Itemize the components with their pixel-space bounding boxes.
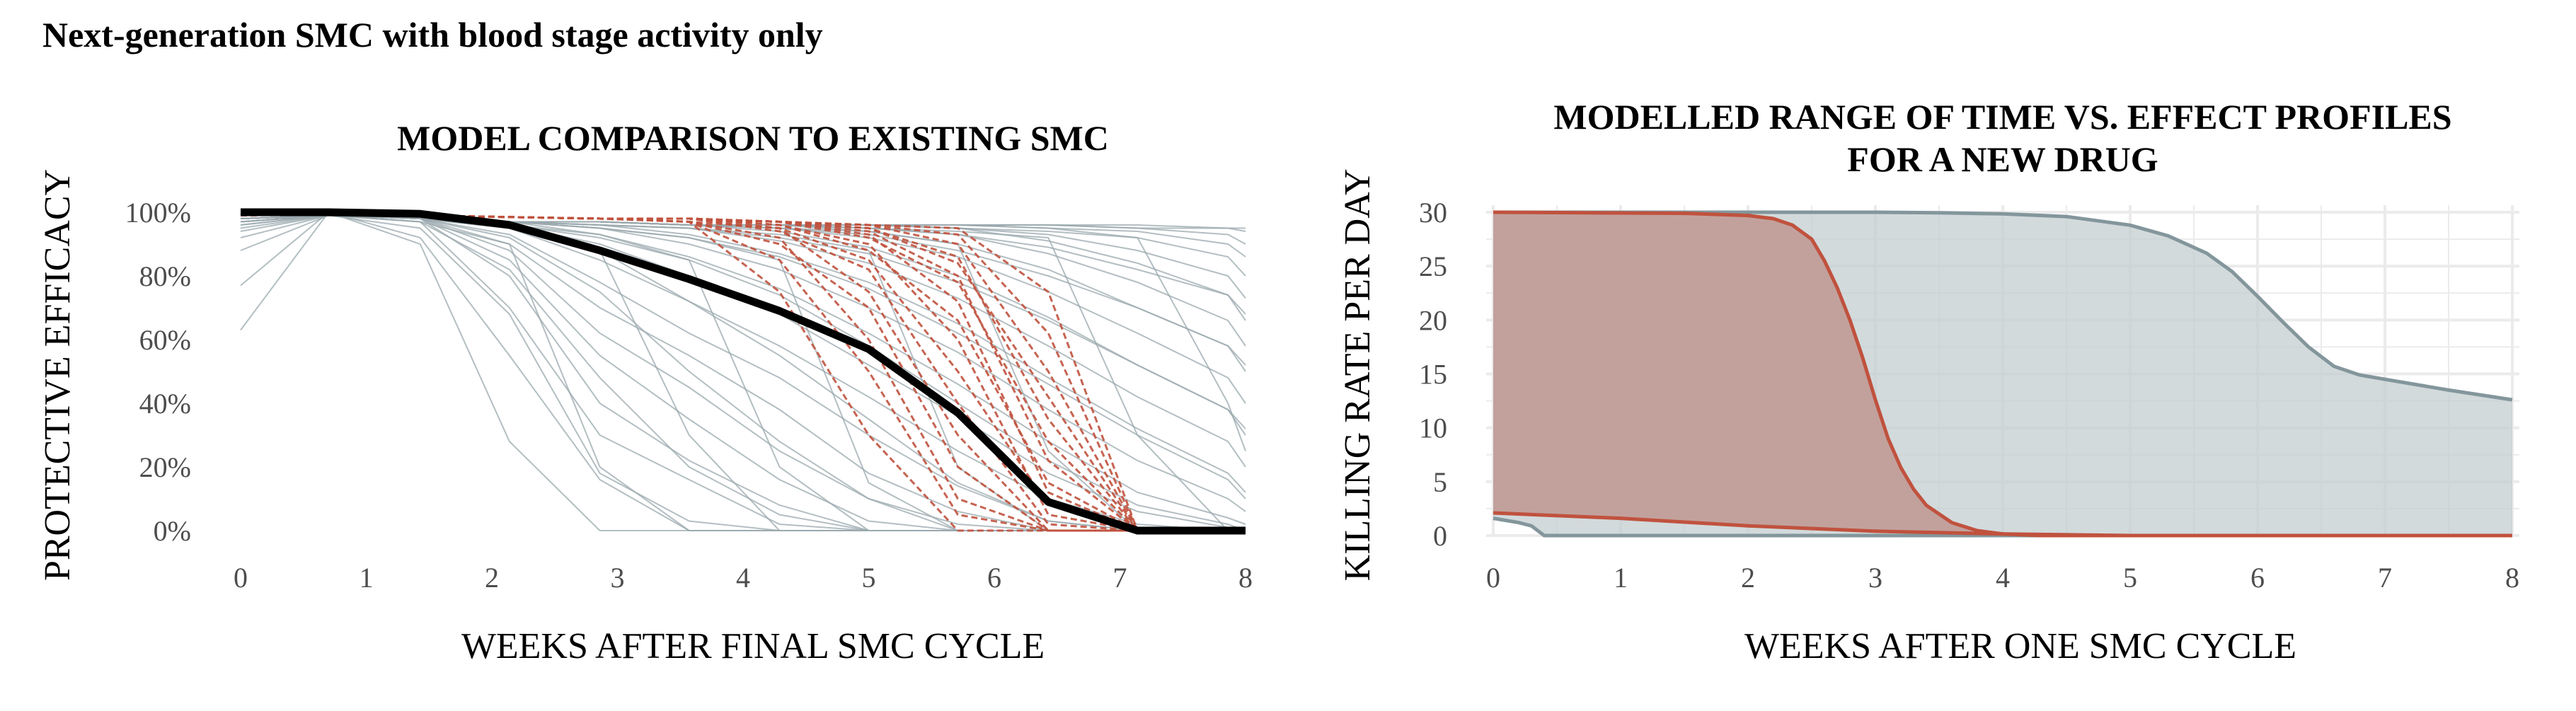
y-tick-label: 40%	[139, 388, 191, 420]
bold-series-line	[241, 208, 1246, 535]
grey-series-line	[240, 214, 1246, 299]
y-tick-label: 15	[1419, 359, 1447, 391]
y-axis-ticks: 0 5 10 15 20 25 30	[1419, 197, 1447, 552]
x-tick-label: 4	[736, 562, 750, 594]
grey-series-line	[240, 214, 1246, 512]
x-axis-label: WEEKS AFTER ONE SMC CYCLE	[1744, 626, 2296, 666]
y-axis-label: PROTECTIVE EFFICACY	[38, 169, 78, 581]
x-tick-label: 1	[360, 562, 374, 594]
y-tick-label: 25	[1419, 250, 1447, 282]
grey-series-line	[240, 214, 1246, 429]
y-tick-label: 5	[1433, 466, 1447, 498]
y-tick-label: 20	[1419, 304, 1447, 336]
chart-title-line-2: FOR A NEW DRUG	[1847, 139, 2158, 179]
chart-title-line-1: MODELLED RANGE OF TIME VS. EFFECT PROFIL…	[1553, 97, 2451, 137]
x-tick-label: 4	[1996, 562, 2010, 594]
x-axis-ticks: 0 1 2 3 4 5 6 7 8	[234, 562, 1253, 594]
grey-upper-line	[1493, 210, 2513, 402]
red-upper-line	[1493, 210, 2512, 538]
bold-line-group	[241, 208, 1246, 535]
x-tick-label: 2	[485, 562, 499, 594]
x-tick-label: 5	[2123, 562, 2137, 594]
x-tick-label: 0	[234, 562, 248, 594]
y-tick-label: 60%	[139, 324, 191, 356]
grey-lower-line	[1493, 516, 2512, 538]
chart-model-comparison: MODEL COMPARISON TO EXISTING SMC 0%20%40…	[38, 118, 1253, 666]
y-tick-label: 0	[1433, 520, 1447, 552]
chart-title: MODEL COMPARISON TO EXISTING SMC	[397, 118, 1109, 158]
y-tick-label: 80%	[139, 260, 191, 292]
x-tick-label: 1	[1614, 562, 1628, 594]
y-tick-label: 20%	[139, 451, 191, 483]
x-tick-label: 3	[611, 562, 625, 594]
x-tick-label: 6	[2250, 562, 2265, 594]
x-tick-label: 5	[862, 562, 876, 594]
x-axis-ticks: 0 1 2 3 4 5 6 7 8	[1486, 562, 2519, 594]
y-tick-label: 30	[1419, 197, 1447, 229]
x-tick-label: 8	[2505, 562, 2519, 594]
y-tick-label: 0%	[154, 515, 191, 547]
x-tick-label: 2	[1741, 562, 1755, 594]
y-tick-label: 10	[1419, 412, 1447, 444]
x-tick-label: 6	[987, 562, 1001, 594]
chart-time-vs-effect: MODELLED RANGE OF TIME VS. EFFECT PROFIL…	[1338, 97, 2519, 666]
x-tick-label: 8	[1238, 562, 1253, 594]
x-tick-label: 7	[2378, 562, 2392, 594]
areas	[1493, 210, 2513, 538]
grey-series-line	[240, 214, 1246, 436]
x-axis-label: WEEKS AFTER FINAL SMC CYCLE	[461, 626, 1045, 666]
red-range-area	[1493, 212, 2512, 536]
x-tick-label: 0	[1486, 562, 1500, 594]
y-axis-label: KILLING RATE PER DAY	[1338, 168, 1378, 581]
y-axis-ticks: 0% 20% 40% 60% 80% 100%	[125, 197, 191, 547]
red-lower-line	[1493, 511, 2512, 538]
grey-series-line	[240, 214, 1246, 372]
figure-title: Next-generation SMC with blood stage act…	[42, 15, 823, 54]
grey-series-line	[240, 214, 1246, 493]
grey-lines	[240, 211, 1246, 531]
x-tick-label: 3	[1868, 562, 1882, 594]
y-tick-label: 100%	[125, 197, 191, 229]
x-tick-label: 7	[1113, 562, 1127, 594]
